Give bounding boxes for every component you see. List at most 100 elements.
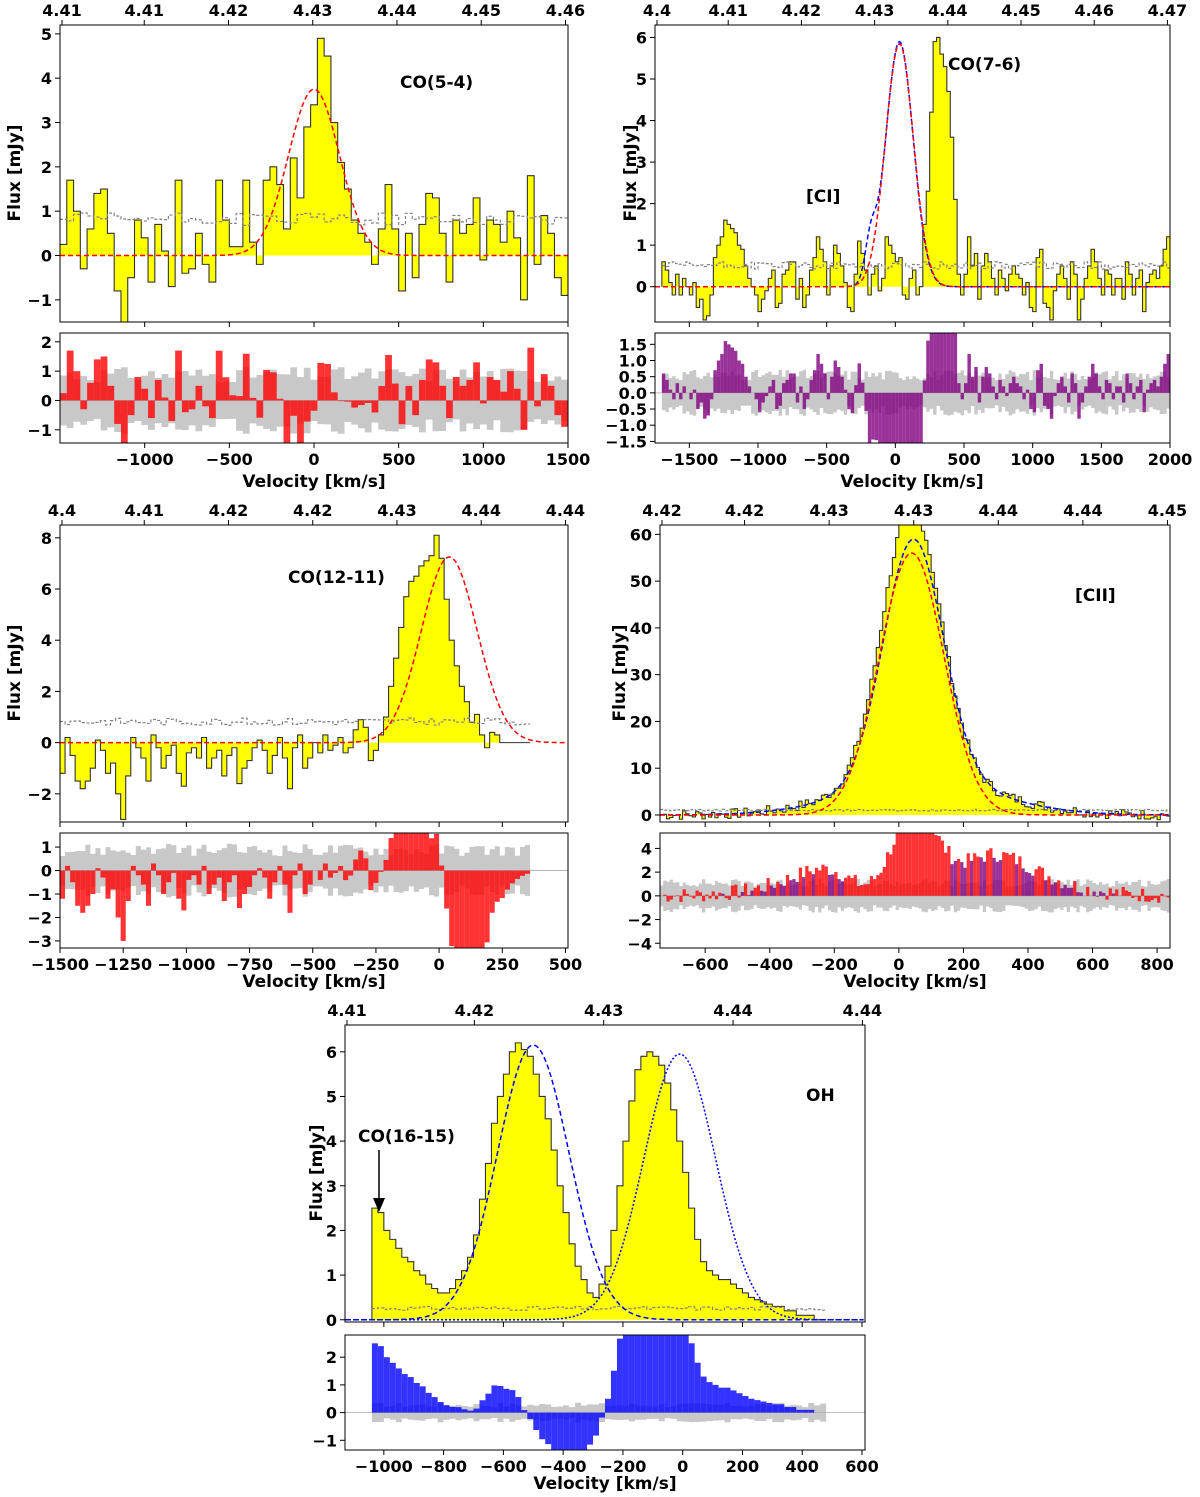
residual-bar [371, 1343, 378, 1413]
residual-bar [1159, 376, 1164, 393]
residual-bar [1094, 373, 1098, 393]
residual-bar [995, 861, 999, 896]
residual-bar [1115, 386, 1119, 393]
residual-bar [519, 870, 526, 876]
residual-bar [1142, 392, 1146, 413]
residual-bar [682, 386, 686, 393]
residual-bar [824, 866, 828, 896]
residual-bar [721, 893, 725, 896]
residual-bar [242, 353, 250, 401]
residual-bar [428, 838, 435, 871]
residual-bar [970, 376, 975, 393]
residual-bar [785, 379, 789, 393]
y-tick-label: −1.0 [605, 416, 647, 435]
main-plot: 0 1 2 3 4 5 6 4.41 4.42 4.43 4.44 4.44 [326, 1001, 882, 1330]
residual-bar [1095, 895, 1099, 897]
x-tick-label: −750 [226, 955, 273, 974]
residual-bar [953, 333, 958, 393]
residual-bar [85, 870, 91, 906]
y-tick-label: 4 [326, 1132, 337, 1151]
y-tick-label: −1 [27, 885, 52, 904]
residual-bar [221, 870, 227, 902]
residual-bar [1166, 354, 1170, 393]
residual-bar [853, 874, 857, 896]
residual-bar [902, 833, 906, 896]
residual-bar [554, 400, 562, 416]
residual-bar [826, 392, 831, 400]
residual-bar [799, 386, 803, 393]
residual-bar [698, 892, 702, 896]
residual-bar [226, 870, 232, 883]
residual-bar [317, 870, 323, 880]
residual-bar [1069, 887, 1074, 896]
x-tick-label: 500 [947, 450, 980, 469]
residual-bar [943, 333, 947, 393]
y-tick-label: 3 [326, 1177, 337, 1196]
x-tick-label: −200 [811, 955, 858, 974]
residual-bar [520, 400, 528, 430]
top-tick-label: 4.46 [1074, 1, 1113, 20]
residual-bar [716, 360, 721, 393]
flux-fill [661, 37, 1170, 320]
residual-bar [446, 400, 453, 419]
residual-bar [455, 1407, 462, 1413]
residual-bar [795, 392, 800, 403]
residual-bar [206, 870, 212, 895]
residual-bar [668, 389, 673, 393]
residual-bar [276, 398, 284, 401]
top-tick-label: 4.41 [708, 1, 747, 20]
co1615-arrowhead [373, 1198, 385, 1212]
residual-bar [833, 360, 837, 393]
residual-bar [1080, 392, 1085, 403]
top-tick-label: 4.4 [643, 1, 671, 20]
y-tick-label: −3 [27, 932, 52, 951]
residual-bar [711, 891, 715, 896]
residual-bar [161, 397, 169, 401]
residual-bar [398, 833, 404, 871]
y-tick-label: 1 [636, 236, 647, 255]
residual-bar [748, 1398, 755, 1413]
panel-co76: 0 1 2 3 4 5 6 4.4 4.41 4.42 4.43 4.44 4.45 4.46 4.47 −… [605, 1, 1192, 492]
residual-bar [561, 400, 568, 427]
flux-step [371, 1042, 827, 1321]
residual-bar [60, 393, 67, 401]
residual-bar [937, 836, 941, 896]
residual-bar [373, 870, 379, 883]
residual-bar [148, 400, 155, 419]
residual-bar [1135, 386, 1140, 393]
y-tick-label: 1 [41, 362, 52, 381]
residual-bar [1005, 392, 1009, 397]
residual-bar [772, 1404, 779, 1413]
residual-bar [1027, 873, 1032, 896]
residual-bar [1002, 852, 1006, 896]
residual-bar [775, 392, 779, 410]
residual-bar [665, 379, 669, 393]
residual-bar [90, 870, 96, 895]
residual-bar [80, 870, 86, 913]
residual-bar [1101, 392, 1105, 400]
residual-bar [982, 861, 987, 896]
residual-bar [876, 875, 880, 896]
residual-bar [222, 377, 230, 401]
residual-bar [908, 833, 912, 896]
top-tick-label: 4.42 [782, 1, 821, 20]
top-tick-label: 4.42 [455, 1001, 494, 1020]
residual-bar [946, 333, 951, 393]
x-axis-label: Velocity [km/s] [242, 472, 385, 492]
y-tick-label: 1.0 [619, 352, 647, 371]
residual-bar [610, 1370, 617, 1413]
residual-bar [161, 870, 167, 895]
residual-bar [676, 1335, 683, 1413]
y-tick-label: 30 [630, 666, 652, 685]
residual-bar [789, 880, 793, 896]
x-tick-label: −500 [803, 450, 850, 469]
residual-bar [1032, 392, 1037, 413]
residual-bar [881, 392, 886, 443]
residual-bar [861, 382, 865, 393]
residual-bar [806, 392, 810, 400]
residual-bar [322, 863, 328, 871]
residual-bar [141, 388, 149, 401]
x-tick-label: −400 [746, 955, 793, 974]
residual-bar [782, 885, 786, 896]
